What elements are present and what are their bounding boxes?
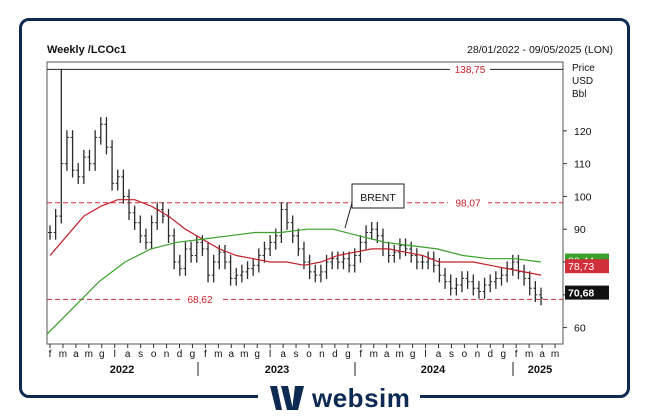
x-tick-label: o [462, 349, 468, 360]
x-tick-label: a [384, 349, 390, 360]
x-tick-label: m [551, 349, 559, 360]
x-tick-label: g [410, 349, 416, 360]
price-badge [565, 285, 609, 300]
year-label: 2023 [265, 364, 289, 376]
price-badge-label: 78,73 [568, 261, 594, 273]
x-tick-label: f [515, 349, 518, 360]
x-tick-label: f [359, 349, 362, 360]
x-tick-label: s [449, 349, 454, 360]
year-label: 2025 [528, 364, 552, 376]
x-tick-label: f [204, 349, 207, 360]
year-label: 2022 [110, 364, 134, 376]
x-tick-label: l [269, 349, 271, 360]
annotation-box [351, 183, 405, 209]
x-tick-label: s [294, 349, 299, 360]
year-label: 2024 [421, 364, 446, 376]
x-tick-label: g [99, 349, 105, 360]
x-tick-label: m [240, 349, 248, 360]
x-tick-label: o [306, 349, 312, 360]
x-tick-label: a [436, 349, 442, 360]
x-tick-label: g [500, 349, 506, 360]
x-tick-label: l [114, 349, 116, 360]
x-tick-label: a [539, 349, 545, 360]
reference-label: 68,62 [187, 295, 212, 306]
x-tick-label: m [214, 349, 222, 360]
x-tick-label: n [164, 349, 170, 360]
x-tick-label: g [254, 349, 260, 360]
reference-label: 138,75 [455, 65, 486, 76]
x-tick-label: m [59, 349, 67, 360]
x-tick-label: m [370, 349, 378, 360]
x-tick-label: a [280, 349, 286, 360]
moving-average-long [46, 228, 542, 335]
reference-label-bg [448, 196, 488, 209]
x-tick-label: d [488, 349, 494, 360]
y-tick-label: 110 [574, 159, 591, 171]
reference-label-bg [180, 293, 220, 306]
reference-label: 98,07 [455, 198, 480, 209]
brand-logo: websim [258, 378, 421, 418]
chart-frame [19, 18, 630, 398]
x-tick-label: d [332, 349, 338, 360]
x-tick-label: n [475, 349, 481, 360]
x-tick-label: m [85, 349, 93, 360]
websim-logo-icon [270, 386, 304, 410]
y-tick-label: 100 [574, 191, 592, 203]
y-axis-title: Price [572, 63, 595, 74]
price-badge-label: 70,68 [568, 288, 594, 300]
brand-name: websim [312, 382, 411, 413]
annotation-pointer [344, 202, 353, 229]
annotation-label: BRENT [360, 192, 396, 204]
x-tick-label: m [525, 349, 533, 360]
x-tick-label: o [151, 349, 157, 360]
y-tick-label: 60 [574, 323, 586, 335]
date-range: 28/01/2022 - 09/05/2025 (LON) [467, 44, 613, 56]
x-tick-label: d [177, 349, 183, 360]
y-tick-label: 90 [574, 224, 586, 236]
x-tick-label: s [138, 349, 143, 360]
price-badge [565, 259, 609, 274]
x-tick-label: n [319, 349, 325, 360]
x-tick-label: l [424, 349, 426, 360]
y-axis-title: USD [572, 76, 593, 87]
x-tick-label: a [73, 349, 79, 360]
reference-label-bg [450, 63, 490, 76]
x-tick-label: a [125, 349, 131, 360]
x-tick-label: a [229, 349, 235, 360]
x-tick-label: g [345, 349, 351, 360]
x-tick-label: g [190, 349, 196, 360]
y-tick-label: 120 [574, 126, 592, 138]
chart-title: Weekly /LCOc1 [47, 44, 127, 56]
x-tick-label: m [395, 349, 403, 360]
x-tick-label: f [49, 349, 52, 360]
y-axis-title: Bbl [572, 89, 586, 100]
brand-bar: websim [0, 378, 653, 418]
moving-average-short [49, 199, 542, 276]
